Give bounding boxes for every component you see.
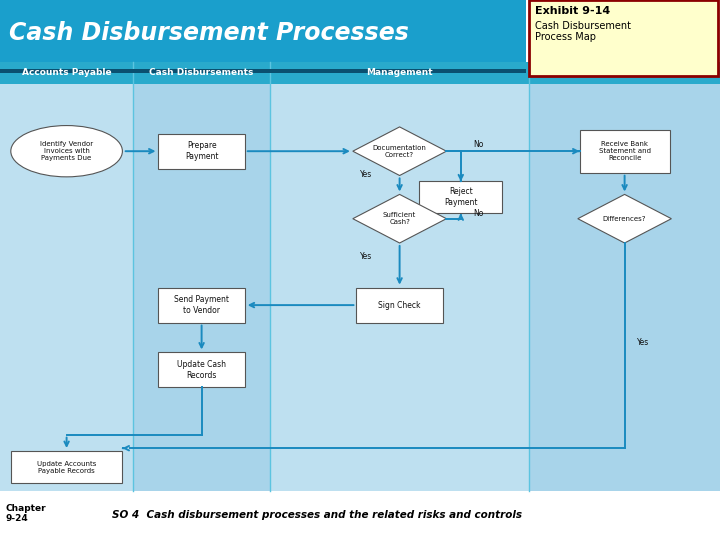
FancyBboxPatch shape	[158, 287, 245, 322]
FancyBboxPatch shape	[133, 62, 270, 84]
Text: Chapter
9-24: Chapter 9-24	[6, 504, 46, 523]
Ellipse shape	[11, 126, 122, 177]
FancyBboxPatch shape	[580, 130, 670, 173]
FancyBboxPatch shape	[529, 84, 720, 491]
FancyBboxPatch shape	[529, 0, 718, 76]
Text: No: No	[474, 209, 484, 218]
FancyBboxPatch shape	[356, 287, 443, 322]
Polygon shape	[577, 194, 671, 243]
Polygon shape	[353, 194, 446, 243]
Text: Prepare
Payment: Prepare Payment	[185, 141, 218, 161]
FancyBboxPatch shape	[0, 0, 526, 73]
Text: Reject
Payment: Reject Payment	[444, 187, 477, 207]
Text: Treasurer: Treasurer	[600, 69, 649, 77]
Text: Yes: Yes	[359, 252, 372, 261]
Text: Exhibit 9-14: Exhibit 9-14	[535, 6, 611, 17]
Text: Accounts Payable: Accounts Payable	[22, 69, 112, 77]
FancyBboxPatch shape	[0, 84, 133, 491]
FancyBboxPatch shape	[158, 134, 245, 168]
Text: Sufficient
Cash?: Sufficient Cash?	[383, 212, 416, 225]
Text: Cash Disbursement Processes: Cash Disbursement Processes	[9, 21, 408, 45]
Polygon shape	[353, 127, 446, 176]
FancyBboxPatch shape	[0, 0, 720, 73]
FancyBboxPatch shape	[270, 62, 529, 84]
FancyBboxPatch shape	[158, 353, 245, 388]
Text: Identify Vendor
Invoices with
Payments Due: Identify Vendor Invoices with Payments D…	[40, 141, 93, 161]
FancyBboxPatch shape	[0, 62, 133, 84]
Text: No: No	[474, 140, 484, 149]
Text: Receive Bank
Statement and
Reconcile: Receive Bank Statement and Reconcile	[598, 141, 651, 161]
Text: Differences?: Differences?	[603, 215, 647, 222]
Text: Yes: Yes	[359, 170, 372, 179]
FancyBboxPatch shape	[133, 84, 270, 491]
FancyBboxPatch shape	[11, 451, 122, 483]
Text: Send Payment
to Vendor: Send Payment to Vendor	[174, 295, 229, 315]
Text: Cash Disbursement
Process Map: Cash Disbursement Process Map	[535, 21, 631, 42]
Text: SO 4  Cash disbursement processes and the related risks and controls: SO 4 Cash disbursement processes and the…	[112, 510, 521, 519]
Text: Documentation
Correct?: Documentation Correct?	[373, 145, 426, 158]
FancyBboxPatch shape	[419, 181, 503, 213]
FancyBboxPatch shape	[529, 62, 720, 84]
Text: Update Accounts
Payable Records: Update Accounts Payable Records	[37, 461, 96, 474]
Text: Sign Check: Sign Check	[378, 301, 421, 309]
FancyBboxPatch shape	[0, 491, 720, 540]
FancyBboxPatch shape	[270, 84, 529, 491]
Text: Cash Disbursements: Cash Disbursements	[150, 69, 253, 77]
Text: Management: Management	[366, 69, 433, 77]
FancyBboxPatch shape	[0, 69, 526, 73]
Text: Update Cash
Records: Update Cash Records	[177, 360, 226, 380]
FancyBboxPatch shape	[0, 62, 720, 491]
Text: Yes: Yes	[636, 339, 649, 347]
